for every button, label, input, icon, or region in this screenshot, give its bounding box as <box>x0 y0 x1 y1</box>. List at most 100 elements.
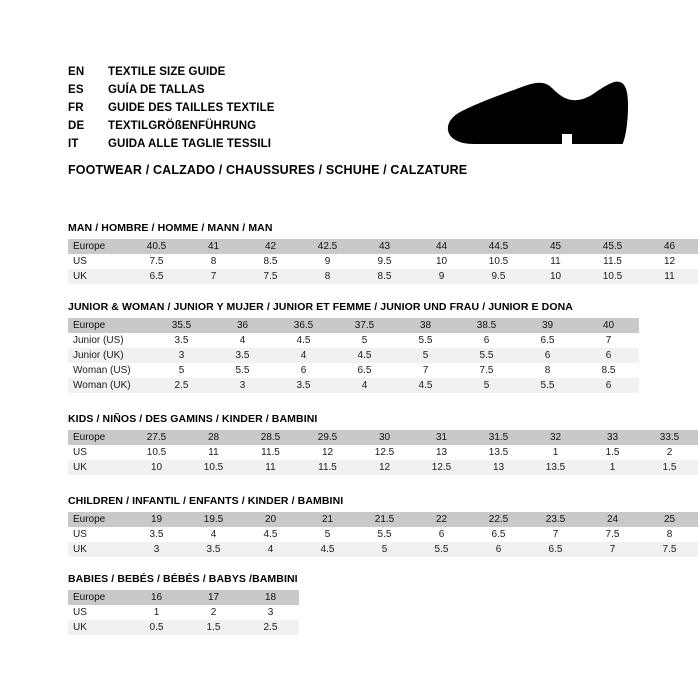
size-cell: 5 <box>151 363 212 378</box>
size-cell: 38 <box>395 318 456 333</box>
size-cell: 9.5 <box>356 254 413 269</box>
size-cell: 5 <box>334 333 395 348</box>
row-label: UK <box>68 460 128 475</box>
size-cell: 4.5 <box>273 333 334 348</box>
size-table: Europe 27.5 28 28.5 29.5 30 31 31.5 32 33 33.5 US 10… <box>68 430 698 475</box>
size-cell: 7 <box>185 269 242 284</box>
language-row: IT GUIDA ALLE TAGLIE TESSILI <box>68 135 448 153</box>
table-header-row: Europe 16 17 18 <box>68 590 299 605</box>
size-cell: 5 <box>299 527 356 542</box>
size-cell: 2 <box>641 445 698 460</box>
row-label: Europe <box>68 512 128 527</box>
table-row: US 10.5 11 11.5 12 12.5 13 13.5 1 1.5 2 <box>68 445 698 460</box>
row-label: US <box>68 527 128 542</box>
size-cell: 8 <box>299 269 356 284</box>
size-cell: 13.5 <box>527 460 584 475</box>
size-cell: 13 <box>470 460 527 475</box>
table-header-row: Europe 27.5 28 28.5 29.5 30 31 31.5 32 33 33.5 <box>68 430 698 445</box>
size-cell: 12 <box>641 254 698 269</box>
size-cell: 3 <box>128 542 185 557</box>
size-cell: 43 <box>356 239 413 254</box>
size-cell: 6.5 <box>128 269 185 284</box>
size-cell: 45 <box>527 239 584 254</box>
size-cell: 7 <box>527 527 584 542</box>
size-cell: 6.5 <box>470 527 527 542</box>
size-cell: 32 <box>527 430 584 445</box>
size-cell: 10.5 <box>128 445 185 460</box>
size-cell: 11 <box>185 445 242 460</box>
size-cell: 2 <box>185 605 242 620</box>
size-cell: 11 <box>242 460 299 475</box>
size-cell: 24 <box>584 512 641 527</box>
size-cell: 4 <box>273 348 334 363</box>
size-cell: 10 <box>128 460 185 475</box>
size-cell: 2.5 <box>242 620 299 635</box>
language-title: GUÍA DE TALLAS <box>108 84 205 96</box>
size-cell: 29.5 <box>299 430 356 445</box>
size-cell: 11 <box>641 269 698 284</box>
language-code: IT <box>68 138 79 150</box>
size-cell: 33.5 <box>641 430 698 445</box>
size-cell: 9.5 <box>470 269 527 284</box>
size-cell: 8 <box>517 363 578 378</box>
size-cell: 38.5 <box>456 318 517 333</box>
size-cell: 21.5 <box>356 512 413 527</box>
section-title: CHILDREN / INFANTIL / ENFANTS / KINDER /… <box>68 495 344 507</box>
size-table: Europe 40.5 41 42 42.5 43 44 44.5 45 45.5 46 US 7.5 8… <box>68 239 698 284</box>
size-cell: 1.5 <box>584 445 641 460</box>
size-cell: 22 <box>413 512 470 527</box>
size-section-junior-woman: JUNIOR & WOMAN / JUNIOR Y MUJER / JUNIOR… <box>68 301 639 393</box>
size-cell: 12 <box>356 460 413 475</box>
language-list: EN TEXTILE SIZE GUIDE ES GUÍA DE TALLAS FR GU… <box>68 63 448 153</box>
table-header-row: Europe 40.5 41 42 42.5 43 44 44.5 45 45.5 46 <box>68 239 698 254</box>
size-table: Europe 19 19.5 20 21 21.5 22 22.5 23.5 24 25 US 3.5 4… <box>68 512 698 557</box>
size-cell: 5.5 <box>356 527 413 542</box>
size-cell: 31 <box>413 430 470 445</box>
size-cell: 36.5 <box>273 318 334 333</box>
size-cell: 12.5 <box>356 445 413 460</box>
section-title: KIDS / NIÑOS / DES GAMINS / KINDER / BAM… <box>68 413 318 425</box>
size-cell: 8 <box>185 254 242 269</box>
size-cell: 3 <box>212 378 273 393</box>
language-header: EN TEXTILE SIZE GUIDE ES GUÍA DE TALLAS FR GU… <box>68 63 628 153</box>
size-cell: 9 <box>299 254 356 269</box>
size-cell: 22.5 <box>470 512 527 527</box>
size-cell: 3.5 <box>273 378 334 393</box>
size-cell: 13.5 <box>470 445 527 460</box>
size-cell: 40 <box>578 318 639 333</box>
size-cell: 27.5 <box>128 430 185 445</box>
row-label: UK <box>68 269 128 284</box>
size-cell: 11.5 <box>299 460 356 475</box>
size-cell: 4.5 <box>334 348 395 363</box>
size-cell: 6.5 <box>527 542 584 557</box>
size-cell: 37.5 <box>334 318 395 333</box>
size-cell: 44.5 <box>470 239 527 254</box>
language-row: DE TEXTILGRÖßENFÜHRUNG <box>68 117 448 135</box>
size-cell: 8.5 <box>356 269 413 284</box>
table-row: US 1 2 3 <box>68 605 299 620</box>
row-label: Europe <box>68 318 151 333</box>
language-row: ES GUÍA DE TALLAS <box>68 81 448 99</box>
row-label: US <box>68 605 128 620</box>
row-label: Woman (UK) <box>68 378 151 393</box>
size-cell: 6.5 <box>334 363 395 378</box>
size-cell: 35.5 <box>151 318 212 333</box>
size-cell: 12.5 <box>413 460 470 475</box>
size-cell: 4 <box>212 333 273 348</box>
row-label: UK <box>68 620 128 635</box>
size-cell: 6 <box>273 363 334 378</box>
size-cell: 3.5 <box>212 348 273 363</box>
language-title: GUIDE DES TAILLES TEXTILE <box>108 102 275 114</box>
language-row: FR GUIDE DES TAILLES TEXTILE <box>68 99 448 117</box>
row-label: Woman (US) <box>68 363 151 378</box>
size-cell: 2.5 <box>151 378 212 393</box>
language-title: GUIDA ALLE TAGLIE TESSILI <box>108 138 272 150</box>
table-row: Woman (US) 5 5.5 6 6.5 7 7.5 8 8.5 <box>68 363 639 378</box>
size-cell: 3.5 <box>151 333 212 348</box>
size-cell: 18 <box>242 590 299 605</box>
size-cell: 28 <box>185 430 242 445</box>
size-section-babies: BABIES / BEBÉS / BÉBÉS / BABYS /BAMBINI E… <box>68 573 299 635</box>
size-cell: 10.5 <box>185 460 242 475</box>
table-row: UK 3 3.5 4 4.5 5 5.5 6 6.5 7 7.5 <box>68 542 698 557</box>
